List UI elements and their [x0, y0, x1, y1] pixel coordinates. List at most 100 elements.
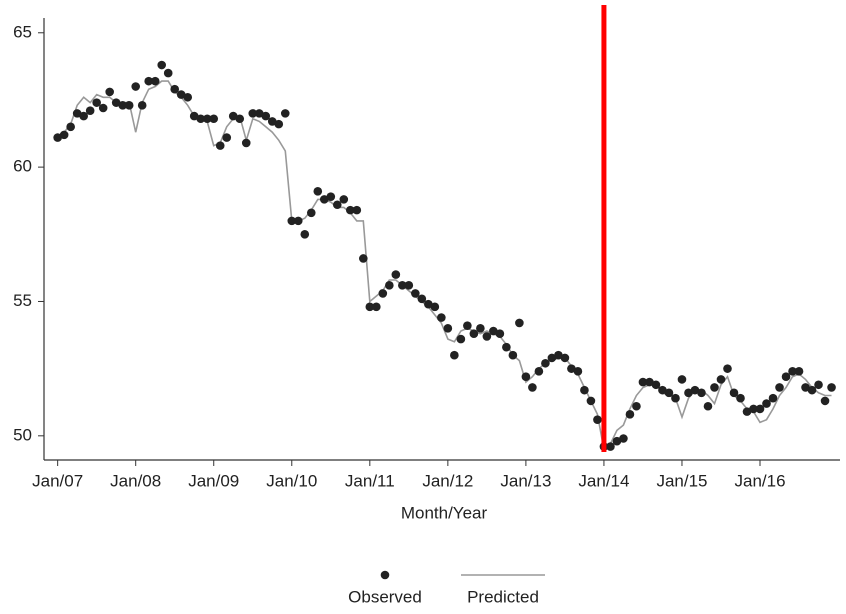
observed-point: [248, 109, 258, 118]
observed-point: [372, 302, 381, 312]
observed-point: [411, 289, 420, 298]
legend-label: Predicted: [467, 587, 539, 606]
observed-point: [775, 383, 784, 392]
observed-point: [749, 404, 758, 414]
observed-point: [170, 84, 180, 94]
observed-point: [690, 385, 700, 395]
x-tick-label: Jan/07: [32, 471, 83, 490]
observed-point: [111, 98, 121, 107]
observed-point: [378, 289, 388, 298]
observed-point: [463, 321, 472, 330]
y-tick-label: 60: [13, 157, 32, 176]
observed-point: [124, 101, 134, 110]
observed-point: [534, 367, 544, 376]
observed-point: [176, 90, 186, 99]
observed-point: [280, 109, 290, 118]
observed-point: [573, 367, 583, 376]
observed-point: [85, 106, 95, 115]
observed-point: [476, 324, 485, 333]
observed-point: [502, 342, 511, 352]
observed-point: [118, 101, 127, 110]
observed-point: [313, 187, 323, 196]
observed-point: [150, 76, 160, 86]
observed-point: [105, 87, 114, 97]
observed-point: [762, 399, 771, 408]
observed-point: [424, 299, 433, 309]
observed-point: [456, 334, 466, 344]
predicted-line: [57, 80, 832, 451]
observed-point: [157, 60, 167, 70]
legend-label: Observed: [348, 587, 422, 606]
observed-point: [788, 367, 797, 376]
observed-point: [827, 383, 836, 392]
observed-point: [209, 114, 219, 124]
observed-point: [567, 364, 576, 373]
observed-point: [736, 393, 745, 403]
observed-point: [241, 138, 251, 148]
x-tick-label: Jan/16: [734, 471, 785, 490]
observed-point: [729, 388, 739, 398]
observed-point: [469, 329, 479, 339]
observed-point: [645, 377, 654, 387]
observed-point: [274, 119, 284, 129]
observed-point: [326, 192, 336, 201]
observed-point: [638, 377, 648, 387]
observed-point: [228, 111, 238, 121]
observed-point: [359, 254, 368, 263]
observed-point: [417, 294, 427, 304]
x-tick-label: Jan/14: [578, 471, 629, 490]
y-tick-label: 50: [13, 425, 32, 444]
x-tick-label: Jan/08: [110, 471, 161, 490]
observed-point: [261, 111, 271, 121]
observed-point: [742, 407, 752, 416]
observed-point: [671, 393, 680, 403]
x-tick-label: Jan/12: [422, 471, 473, 490]
observed-point: [391, 270, 401, 279]
observed-point: [53, 133, 62, 142]
observed-point: [684, 388, 693, 398]
observed-point: [697, 388, 706, 398]
observed-point: [437, 313, 446, 322]
observed-point: [593, 415, 602, 424]
observed-point: [716, 375, 726, 384]
observed-point: [196, 114, 206, 124]
observed-point: [79, 111, 88, 121]
observed-point: [710, 383, 719, 392]
observed-point: [580, 385, 589, 395]
observed-point: [306, 208, 316, 218]
observed-point: [59, 130, 69, 140]
observed-point: [443, 324, 453, 333]
y-tick-label: 55: [13, 291, 32, 310]
observed-point: [801, 383, 810, 392]
observed-point: [755, 404, 765, 414]
observed-point: [586, 396, 596, 406]
observed-point: [137, 101, 147, 110]
observed-point: [489, 326, 498, 336]
observed-point: [723, 364, 732, 373]
observed-point: [619, 434, 628, 443]
y-tick-label: 65: [13, 22, 32, 41]
legend-marker: [380, 570, 390, 580]
observed-point: [346, 205, 355, 215]
observed-point: [482, 332, 492, 341]
observed-point: [658, 385, 667, 395]
observed-point: [515, 318, 524, 328]
observed-point: [430, 302, 440, 312]
observed-point: [131, 82, 140, 91]
x-tick-label: Jan/15: [656, 471, 707, 490]
observed-point: [677, 375, 687, 384]
observed-point: [287, 216, 297, 226]
observed-point: [554, 350, 563, 360]
observed-point: [202, 114, 212, 124]
observed-point: [625, 410, 635, 419]
observed-point: [521, 372, 531, 382]
observed-point: [293, 216, 303, 226]
observed-point: [612, 436, 622, 446]
x-tick-label: Jan/10: [266, 471, 317, 490]
x-axis-label: Month/Year: [401, 503, 488, 522]
observed-point: [541, 358, 550, 368]
observed-point: [781, 372, 791, 382]
observed-point: [385, 281, 394, 290]
